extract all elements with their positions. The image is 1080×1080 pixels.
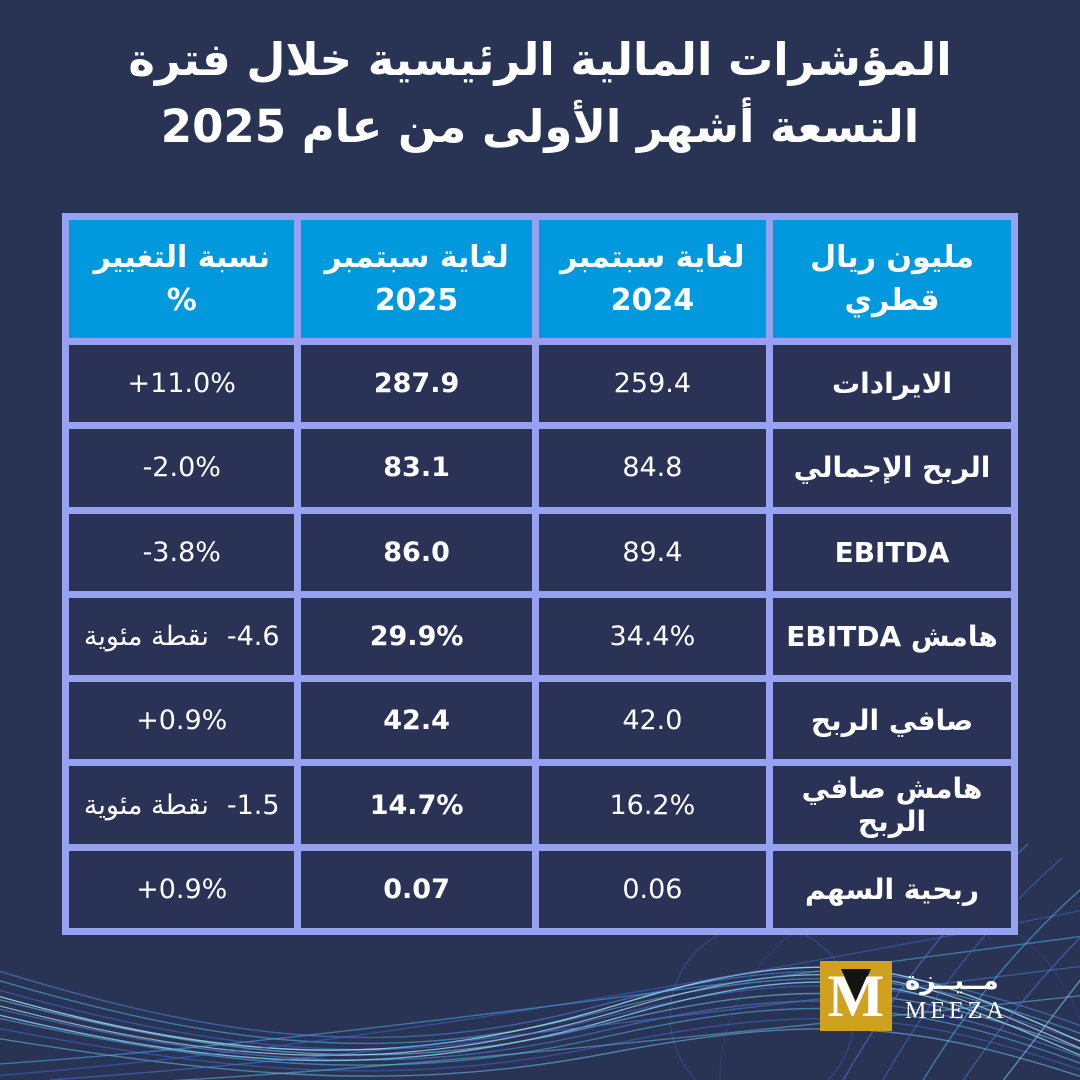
value-2024-cell: 34.4%: [538, 597, 767, 676]
row-label-cell: ربحية السهم: [773, 850, 1011, 928]
header-change-column: نسبة التغيير %: [69, 220, 295, 338]
title-line-2: التسعة أشهر الأولى من عام 2025: [160, 100, 920, 153]
row-label-cell: الربح الإجمالي: [773, 429, 1011, 507]
financial-indicators-table: مليون ريال قطري لغاية سبتمبر 2024 لغاية …: [62, 213, 1018, 935]
row-label-cell: الايرادات: [773, 345, 1011, 423]
value-2025-cell: 42.4: [301, 682, 532, 760]
header-unit-line2: قطري: [844, 283, 940, 318]
value-2025-cell: 287.9: [301, 345, 532, 423]
row-label-cell: هامش صافي الربح: [773, 766, 1011, 844]
wave-decoration: [0, 843, 1080, 1080]
header-sep2024-column: لغاية سبتمبر 2024: [538, 220, 767, 338]
change-cell: +11.0%: [69, 345, 295, 423]
value-2025-cell: 14.7%: [301, 766, 532, 844]
logo-text: مــيــزة MEEZA: [905, 965, 1008, 1026]
header-change-line1: نسبة التغيير: [93, 239, 271, 275]
change-cell: +0.9%: [69, 682, 295, 760]
logo-triangle-icon: [841, 969, 871, 1002]
change-value: +11.0%: [127, 368, 236, 400]
logo-arabic-name: مــيــزة: [905, 965, 999, 996]
header-sep2025-column: لغاية سبتمبر 2025: [301, 220, 532, 338]
value-2025-cell: 29.9%: [301, 597, 532, 676]
header-sep2025-line2: 2025: [374, 283, 459, 318]
change-value: -2.0%: [142, 452, 221, 484]
value-2025-cell: 0.07: [301, 850, 532, 928]
change-cell: -4.6 نقطة مئوية: [69, 597, 295, 676]
title-line-1: المؤشرات المالية الرئيسية خلال فترة: [128, 33, 952, 86]
row-label-cell: هامش EBITDA: [773, 597, 1011, 676]
change-cell: -2.0%: [69, 429, 295, 507]
value-2024-cell: 84.8: [538, 429, 767, 507]
change-value: -4.6: [226, 620, 280, 652]
value-2024-cell: 89.4: [538, 513, 767, 591]
row-label-cell: صافي الربح: [773, 682, 1011, 760]
change-value: +0.9%: [136, 705, 228, 737]
value-2024-cell: 42.0: [538, 682, 767, 760]
header-unit-line1: مليون ريال: [810, 239, 974, 275]
row-label-cell: EBITDA: [773, 513, 1011, 591]
value-2024-cell: 0.06: [538, 850, 767, 928]
change-value: -3.8%: [142, 536, 221, 568]
change-cell: -3.8%: [69, 513, 295, 591]
header-sep2025-line1: لغاية سبتمبر: [324, 239, 509, 275]
value-2025-cell: 86.0: [301, 513, 532, 591]
change-suffix: نقطة مئوية: [83, 620, 209, 652]
header-sep2024-line1: لغاية سبتمبر: [560, 239, 745, 275]
meeza-logo: M مــيــزة MEEZA: [820, 961, 1008, 1031]
meeza-logo-mark: M: [820, 961, 892, 1031]
header-sep2024-line2: 2024: [610, 283, 695, 318]
change-cell: -1.5 نقطة مئوية: [69, 766, 295, 844]
change-suffix: نقطة مئوية: [83, 789, 209, 821]
logo-monogram: M: [827, 963, 885, 1029]
header-unit-column: مليون ريال قطري: [773, 220, 1011, 338]
header-change-line2: %: [166, 283, 197, 318]
page-title: المؤشرات المالية الرئيسية خلال فترة التس…: [0, 26, 1080, 160]
value-2024-cell: 16.2%: [538, 766, 767, 844]
change-cell: +0.9%: [69, 850, 295, 928]
logo-latin-name: MEEZA: [905, 997, 1008, 1024]
change-value: +0.9%: [136, 873, 228, 905]
value-2024-cell: 259.4: [538, 345, 767, 423]
value-2025-cell: 83.1: [301, 429, 532, 507]
change-value: -1.5: [226, 789, 280, 821]
